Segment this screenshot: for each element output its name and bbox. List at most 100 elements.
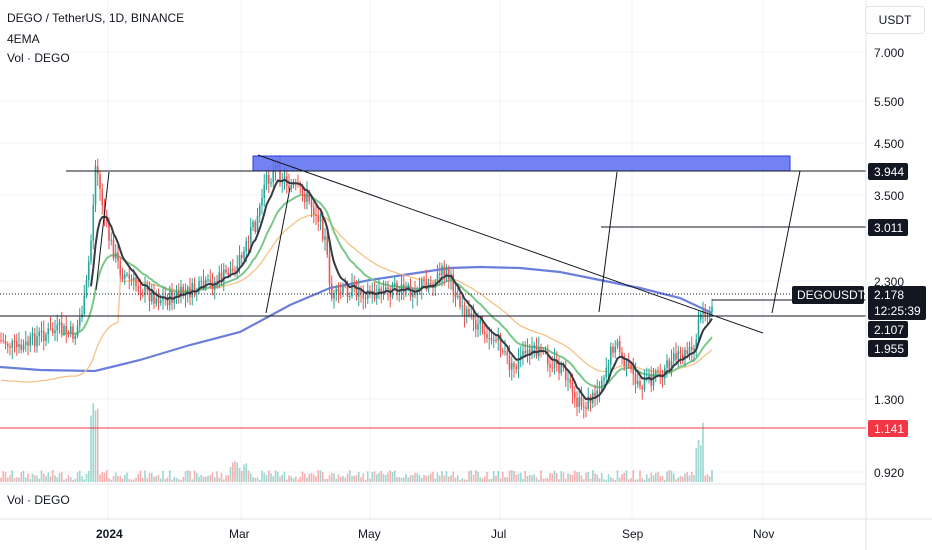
candle-body [407,284,410,288]
candle-body [578,397,581,407]
volume-bar [483,476,486,482]
volume-bar [4,472,7,482]
volume-bar [666,471,668,482]
volume-bar [441,471,443,482]
candle-body [130,278,133,280]
candle-body [324,236,326,240]
volume-bar [263,472,266,482]
ema-legend[interactable]: 4EMA [7,32,40,46]
time-axis[interactable]: 2024 Mar May Jul Sep Nov [96,527,774,541]
volume-pane-label[interactable]: Vol · DEGO [7,493,70,507]
candle-body [288,185,290,189]
volume-bar [193,470,196,482]
candle-body [479,319,482,325]
volume-bar [580,475,583,482]
volume-bar [346,473,349,482]
candle-body [627,360,630,366]
label-3011-box [868,219,908,236]
volume-bar [357,472,360,482]
volume-bar [398,477,401,482]
candle-body [227,272,230,276]
candle-body [101,189,104,206]
volume-bar [596,474,599,482]
volume-bar [211,472,214,482]
volume-bar [81,476,83,482]
volume-bar [20,472,23,482]
candle-body [63,326,65,334]
volume-bar [330,472,333,482]
candle-body [42,330,45,341]
downtrend-line[interactable] [257,154,764,334]
volume-bar [522,478,524,482]
volume-bar [301,471,304,482]
candle-body [461,305,464,307]
candle-body [587,396,590,409]
volume-bar [681,476,684,482]
volume-bar [252,477,254,482]
volume-bar [155,476,158,482]
candle-body [209,279,212,282]
candle-body [560,365,563,374]
volume-bar [438,475,441,482]
candle-body [571,382,574,393]
volume-bar [348,470,351,482]
volume-bar [663,479,666,482]
candle-body [229,268,232,276]
volume-bar [159,478,162,482]
candle-body [441,266,443,276]
candle-body [643,379,646,390]
volume-bar [267,470,270,482]
volume-bar [549,472,551,482]
candle-body [686,350,689,354]
candle-body [524,351,527,354]
volume-bar [528,474,531,482]
candle-body [204,279,207,288]
price-tick: 7.000 [874,46,904,60]
resistance-zone[interactable] [252,155,791,172]
swing-line-1[interactable] [265,187,291,314]
candle-body [191,283,194,298]
volume-bar [308,473,311,482]
candle-body [60,322,63,334]
volume-bar [249,473,252,482]
volume-bar [108,478,110,482]
candle-body [594,392,596,398]
price-tick: 0.920 [874,466,904,480]
candle-body [463,305,466,317]
swing-line-4[interactable] [771,170,801,314]
volume-bar [306,477,308,482]
candle-body [630,365,632,370]
volume-bar [166,477,169,482]
volume-bar [339,477,342,482]
volume-bar [351,475,353,482]
volume-bar [15,477,18,482]
candle-body [51,328,54,334]
price-axis[interactable]: 7.000 5.500 4.500 3.500 2.300 1.300 0.92… [874,46,904,480]
candle-body [261,198,263,206]
label-2107: 2.107 [874,323,904,337]
volume-bar [279,476,281,482]
candle-body [456,295,459,298]
volume-bar [60,471,63,482]
volume-bar [589,478,592,482]
currency-button[interactable]: USDT [865,6,925,34]
candle-body [18,344,20,348]
volume-bar [371,472,374,482]
volume-bar [533,474,536,482]
volume-bar [101,472,104,482]
volume-bar [690,471,693,482]
volume-legend[interactable]: Vol · DEGO [7,51,70,65]
volume-bar [204,476,207,482]
volume-bar [22,470,25,482]
volume-bar [517,473,520,482]
candle-body [504,351,506,353]
chart-title: DEGO / TetherUS, 1D, BINANCE [7,11,185,25]
volume-bar [321,472,324,482]
swing-line-2[interactable] [95,171,110,291]
candle-body [677,351,680,360]
candle-body [364,297,367,299]
swing-line-3[interactable] [598,171,618,313]
volume-bar [132,479,135,482]
